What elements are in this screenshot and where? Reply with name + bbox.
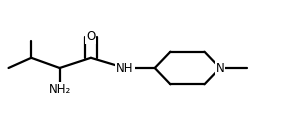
Text: NH: NH — [116, 61, 134, 75]
Text: O: O — [86, 30, 95, 43]
Text: NH₂: NH₂ — [49, 83, 71, 96]
Text: N: N — [216, 61, 224, 75]
